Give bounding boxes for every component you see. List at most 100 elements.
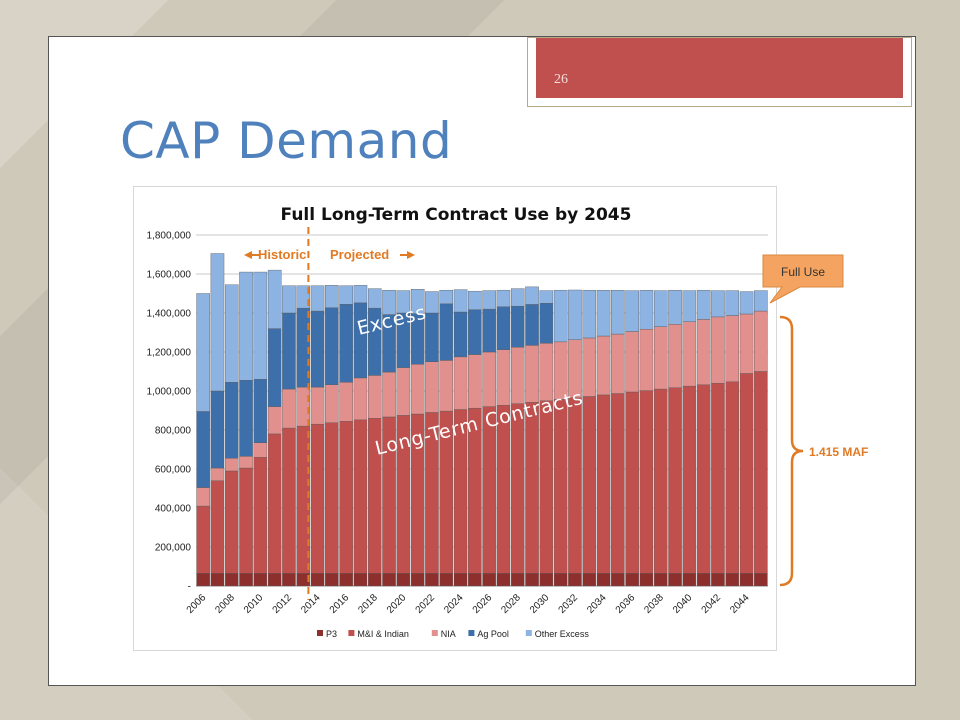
bar-other-excess bbox=[310, 285, 325, 312]
bar-other-excess bbox=[582, 289, 597, 339]
bar-m-i-indian bbox=[253, 457, 268, 574]
bar-m-i-indian bbox=[739, 373, 754, 574]
bar-ag-pool bbox=[482, 308, 496, 353]
bar-layer bbox=[196, 253, 768, 587]
bar-m-i-indian bbox=[682, 385, 697, 574]
legend-swatch bbox=[317, 630, 323, 636]
bar-nia bbox=[339, 382, 353, 422]
y-tick-label: 1,200,000 bbox=[147, 348, 192, 359]
bar-p3 bbox=[682, 573, 697, 587]
x-tick-label: 2018 bbox=[356, 592, 380, 616]
legend: P3 M&I & Indian NIA Ag Pool Other Excess bbox=[317, 629, 589, 639]
projected-label: Projected bbox=[330, 247, 415, 262]
bar-nia bbox=[253, 442, 268, 458]
x-tick-label: 2022 bbox=[414, 592, 438, 616]
bar-m-i-indian bbox=[282, 427, 296, 574]
bar-nia bbox=[525, 345, 539, 403]
bar-other-excess bbox=[382, 289, 396, 315]
bar-other-excess bbox=[439, 289, 454, 305]
bar-nia bbox=[468, 354, 482, 409]
bar-nia bbox=[382, 371, 396, 418]
chart-frame: Full Long-Term Contract Use by 2045 -200… bbox=[133, 186, 777, 651]
bar-nia bbox=[353, 377, 368, 421]
bar-ag-pool bbox=[267, 328, 282, 407]
bar-m-i-indian bbox=[625, 391, 639, 574]
bar-m-i-indian bbox=[339, 421, 353, 574]
bar-other-excess bbox=[224, 284, 239, 383]
bar-nia bbox=[625, 331, 639, 393]
bar-p3 bbox=[267, 573, 282, 587]
y-tick-label: 1,400,000 bbox=[147, 309, 192, 320]
bar-p3 bbox=[611, 573, 625, 587]
bar-other-excess bbox=[267, 269, 282, 329]
bar-ag-pool bbox=[525, 304, 539, 346]
x-tick-label: 2040 bbox=[671, 592, 695, 616]
projected-text: Projected bbox=[330, 247, 389, 262]
x-tick-label: 2006 bbox=[185, 592, 209, 616]
bar-nia bbox=[367, 375, 382, 419]
y-tick-label: 400,000 bbox=[155, 504, 192, 515]
bar-m-i-indian bbox=[725, 381, 740, 574]
x-tick-label: 2020 bbox=[385, 592, 409, 616]
legend-swatch bbox=[468, 630, 475, 636]
bar-p3 bbox=[539, 573, 554, 587]
page-number-tab: 26 bbox=[527, 37, 912, 107]
chart-svg: Full Long-Term Contract Use by 2045 -200… bbox=[147, 205, 768, 639]
bar-p3 bbox=[696, 573, 711, 587]
x-tick-label: 2026 bbox=[471, 592, 495, 616]
bar-other-excess bbox=[568, 289, 582, 340]
bar-p3 bbox=[325, 573, 339, 587]
bar-ag-pool bbox=[282, 312, 296, 390]
bar-other-excess bbox=[196, 293, 210, 412]
bar-other-excess bbox=[525, 286, 539, 305]
bar-p3 bbox=[453, 573, 468, 587]
bar-other-excess bbox=[596, 289, 611, 337]
bar-other-excess bbox=[453, 289, 468, 313]
bar-other-excess bbox=[353, 285, 368, 304]
x-tick-label: 2028 bbox=[499, 592, 523, 616]
bar-other-excess bbox=[296, 285, 311, 309]
bar-other-excess bbox=[253, 271, 268, 380]
bar-p3 bbox=[310, 573, 325, 587]
bar-ag-pool bbox=[468, 309, 482, 355]
bar-nia bbox=[239, 456, 253, 469]
bar-p3 bbox=[754, 573, 768, 587]
x-tick-label: 2038 bbox=[642, 592, 666, 616]
bar-ag-pool bbox=[196, 411, 210, 488]
bar-other-excess bbox=[425, 291, 439, 314]
historic-text: Historic bbox=[258, 247, 306, 262]
bar-m-i-indian bbox=[496, 405, 511, 574]
bar-nia bbox=[496, 349, 511, 406]
bar-nia bbox=[510, 346, 525, 404]
bar-m-i-indian bbox=[224, 470, 239, 574]
chart-title: Full Long-Term Contract Use by 2045 bbox=[281, 205, 632, 225]
bar-nia bbox=[325, 384, 339, 423]
x-axis-ticks: 2006 2008 2010 2012 2014 2016 2018 2020 2022 2024… bbox=[185, 592, 752, 616]
legend-label: M&I & Indian bbox=[357, 629, 409, 639]
bar-ag-pool bbox=[325, 307, 339, 385]
bar-p3 bbox=[210, 573, 225, 587]
bar-p3 bbox=[382, 573, 396, 587]
bar-other-excess bbox=[739, 291, 754, 315]
bar-other-excess bbox=[653, 290, 668, 327]
bar-other-excess bbox=[682, 290, 697, 322]
legend-swatch bbox=[431, 630, 438, 636]
x-tick-label: 2032 bbox=[557, 592, 581, 616]
y-tick-label: 1,000,000 bbox=[147, 387, 192, 398]
bar-m-i-indian bbox=[596, 394, 611, 574]
bar-ag-pool bbox=[439, 303, 454, 361]
bar-m-i-indian bbox=[267, 433, 282, 574]
bar-p3 bbox=[625, 573, 639, 587]
bar-other-excess bbox=[711, 290, 725, 318]
bar-ag-pool bbox=[224, 382, 239, 459]
bar-nia bbox=[639, 328, 654, 391]
bar-other-excess bbox=[325, 285, 339, 308]
legend-swatch bbox=[348, 630, 355, 636]
bar-m-i-indian bbox=[525, 402, 539, 574]
bar-m-i-indian bbox=[639, 390, 654, 574]
x-tick-label: 2014 bbox=[299, 592, 323, 616]
bar-other-excess bbox=[553, 289, 568, 343]
bar-other-excess bbox=[482, 290, 496, 310]
bar-m-i-indian bbox=[310, 423, 325, 574]
bar-other-excess bbox=[539, 290, 554, 304]
